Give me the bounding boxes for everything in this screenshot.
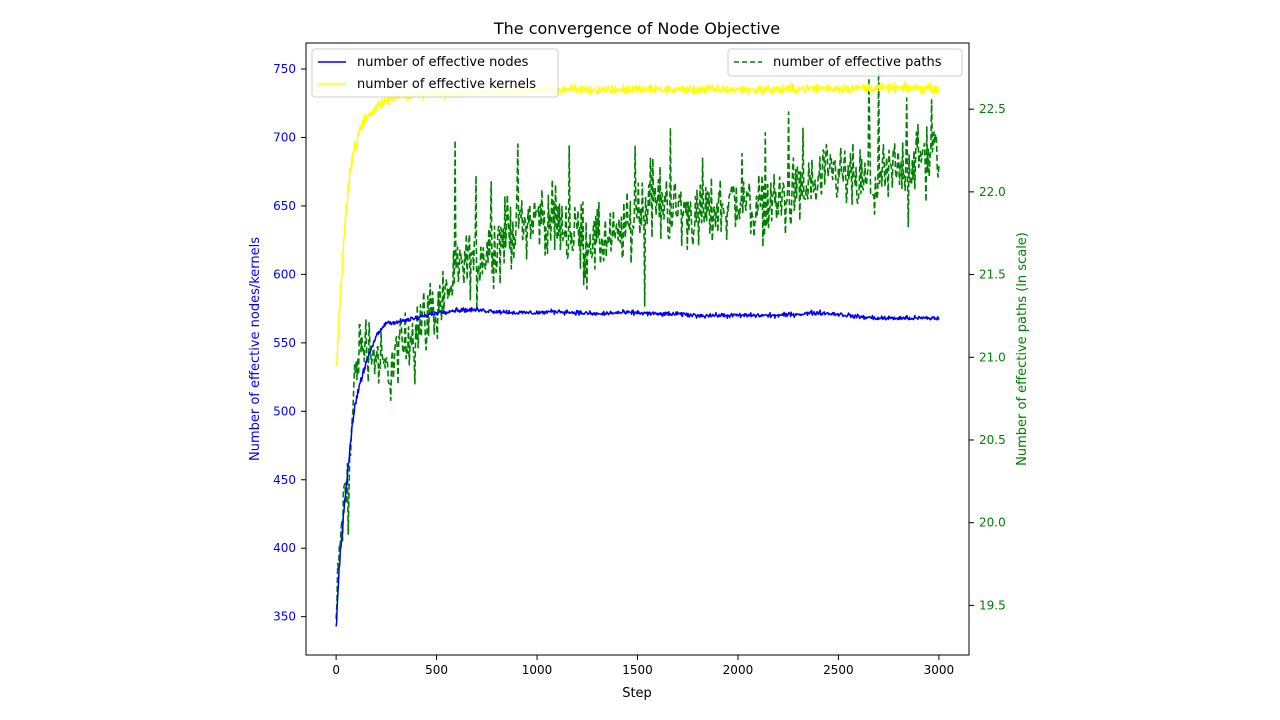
legend-paths-label: number of effective paths: [773, 55, 942, 70]
right-y-axis: 19.5 20.0 20.5 21.0 21.5 22.0 22.5: [969, 102, 1006, 612]
legend-right: number of effective paths: [727, 48, 963, 77]
legend-left-box: [311, 48, 559, 98]
x-tick-label: 1000: [522, 663, 553, 677]
right-tick-label: 21.5: [979, 268, 1006, 282]
x-tick-label: 1500: [622, 663, 653, 677]
right-tick-label: 19.5: [979, 598, 1006, 612]
x-tick-label: 3000: [924, 663, 955, 677]
left-tick-label: 350: [273, 610, 296, 624]
left-y-axis: 350 400 450 500 550 600 650 700 750: [273, 62, 306, 624]
x-tick-label: 2000: [723, 663, 754, 677]
legend-nodes-label: number of effective nodes: [357, 55, 529, 70]
left-tick-label: 400: [273, 541, 296, 555]
x-axis: 0 500 1000 1500 2000 2500 3000: [332, 655, 954, 677]
right-y-axis-label: Number of effective paths (ln scale): [1015, 232, 1030, 466]
legend-left: number of effective nodes number of effe…: [311, 48, 559, 98]
x-tick-label: 500: [425, 663, 448, 677]
right-tick-label: 22.5: [979, 102, 1006, 116]
x-axis-label: Step: [622, 686, 652, 701]
left-tick-label: 650: [273, 199, 296, 213]
right-tick-label: 20.0: [979, 516, 1006, 530]
left-tick-label: 750: [273, 62, 296, 76]
right-tick-label: 21.0: [979, 350, 1006, 364]
series-line-paths: [335, 58, 940, 619]
left-tick-label: 450: [273, 473, 296, 487]
right-tick-label: 20.5: [979, 433, 1006, 447]
left-tick-label: 700: [273, 130, 296, 144]
legend-kernels-label: number of effective kernels: [357, 77, 536, 92]
left-tick-label: 500: [273, 404, 296, 418]
chart-title: The convergence of Node Objective: [493, 19, 780, 38]
series-layer: [335, 58, 940, 627]
legend-right-box: [727, 48, 963, 77]
x-tick-label: 0: [332, 663, 340, 677]
right-tick-label: 22.0: [979, 185, 1006, 199]
series-line-nodes: [335, 306, 940, 627]
x-tick-label: 2500: [823, 663, 854, 677]
left-tick-label: 550: [273, 336, 296, 350]
left-tick-label: 600: [273, 267, 296, 281]
left-y-axis-label: Number of effective nodes/kernels: [248, 237, 263, 461]
